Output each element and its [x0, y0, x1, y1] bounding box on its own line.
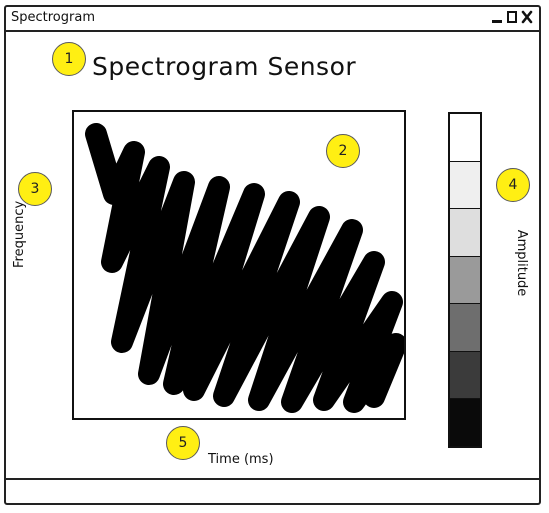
- colorbar-swatch-6: [450, 352, 480, 400]
- callout-marker-3: 3: [18, 172, 52, 206]
- colorbar-swatch-3: [450, 209, 480, 257]
- minimize-icon[interactable]: [491, 9, 503, 25]
- window-title: Spectrogram: [11, 10, 95, 25]
- callout-marker-5: 5: [166, 426, 200, 460]
- amplitude-axis-label: Amplitude: [509, 228, 529, 298]
- colorbar-swatch-2: [450, 162, 480, 210]
- status-bar: [6, 478, 539, 503]
- colorbar-swatch-4: [450, 257, 480, 305]
- callout-marker-1: 1: [52, 42, 86, 76]
- time-axis-label: Time (ms): [208, 452, 274, 467]
- callout-marker-2: 2: [326, 134, 360, 168]
- frequency-axis-label: Frequency: [12, 208, 32, 268]
- maximize-icon[interactable]: [506, 9, 518, 25]
- window-controls: [491, 9, 533, 25]
- callout-marker-4: 4: [496, 168, 530, 202]
- colorbar-swatch-7: [450, 399, 480, 446]
- colorbar-swatch-5: [450, 304, 480, 352]
- page-title: Spectrogram Sensor: [92, 52, 356, 81]
- title-bar: Spectrogram: [6, 7, 539, 32]
- colorbar-swatch-1: [450, 114, 480, 162]
- close-icon[interactable]: [521, 9, 533, 25]
- amplitude-colorbar: [448, 112, 482, 448]
